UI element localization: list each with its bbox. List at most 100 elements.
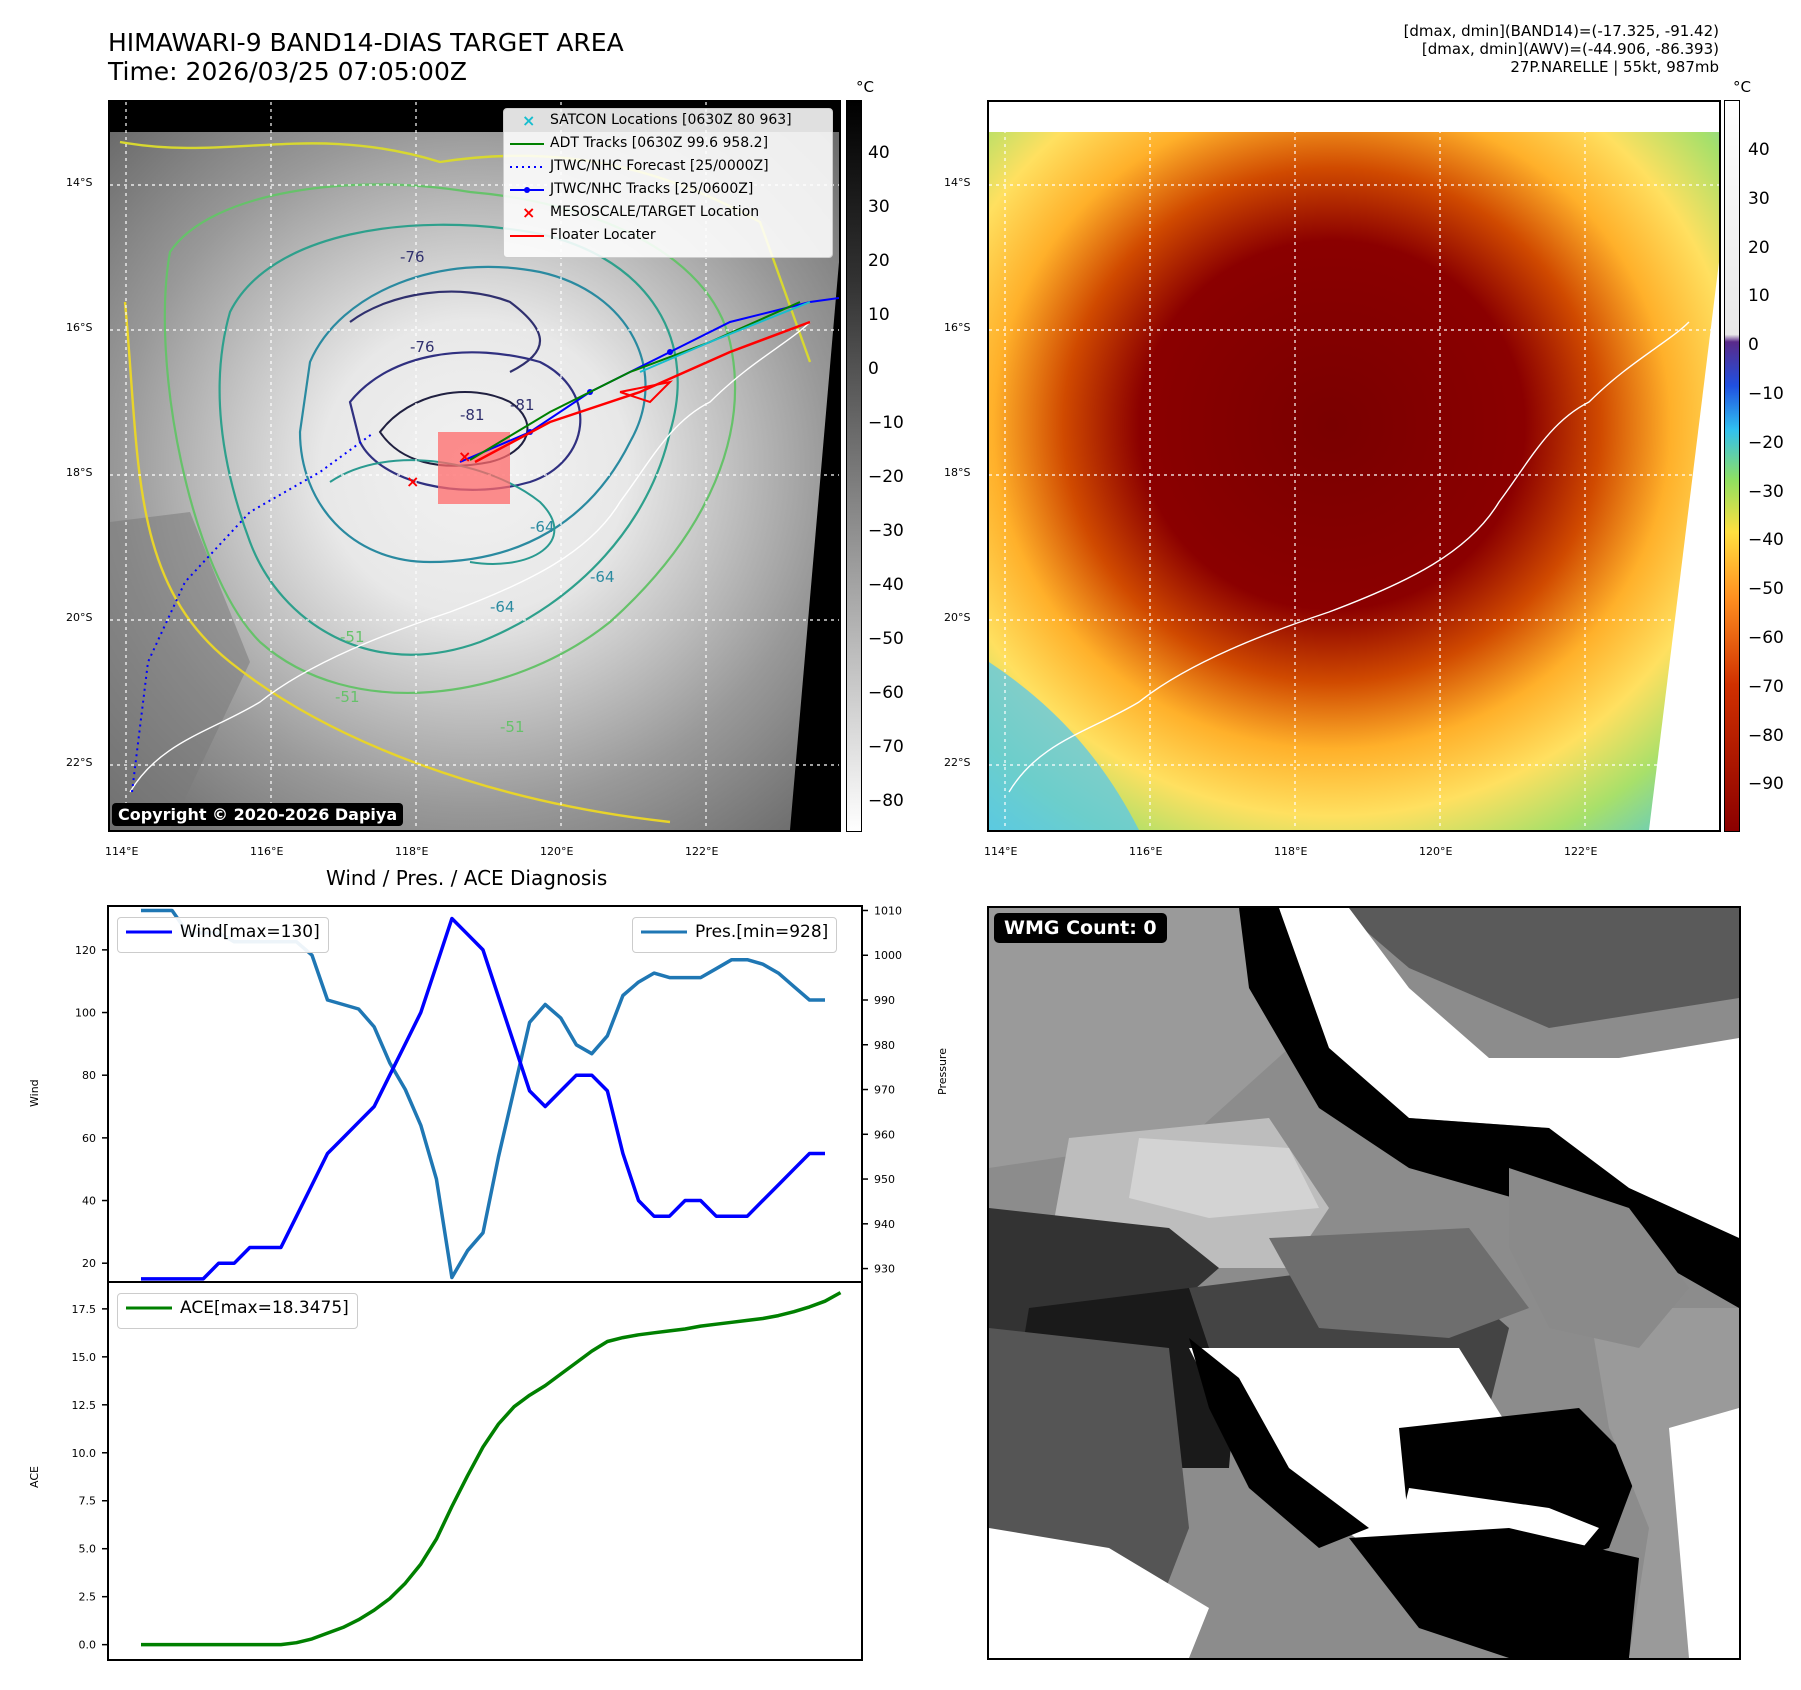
legend-adt: ADT Tracks [0630Z 99.6 958.2] bbox=[510, 135, 769, 151]
ace-series-line bbox=[141, 1291, 842, 1647]
figure-time: Time: 2026/03/25 07:05:00Z bbox=[108, 57, 467, 86]
lat-label: 14°S bbox=[66, 176, 93, 189]
svg-text:×: × bbox=[522, 111, 535, 130]
pressure-ytick-label: 930 bbox=[874, 1263, 895, 1276]
ace-ytick-label: 7.5 bbox=[79, 1495, 97, 1508]
wind-ytick-label: 60 bbox=[82, 1132, 96, 1145]
lon-label: 118°E bbox=[395, 845, 429, 858]
contour-label: -64 bbox=[490, 598, 515, 616]
ace-ytick-label: 17.5 bbox=[72, 1303, 97, 1316]
ace-ytick-label: 12.5 bbox=[72, 1399, 97, 1412]
contour-label: -76 bbox=[410, 338, 435, 356]
contour-label: -64 bbox=[590, 568, 615, 586]
lat-label: 16°S bbox=[66, 321, 93, 334]
enhanced-colorbar-tick: 10 bbox=[1748, 286, 1770, 307]
wmg-image bbox=[989, 908, 1739, 1658]
ace-legend: ACE[max=18.3475] bbox=[117, 1293, 358, 1329]
lon-label: 120°E bbox=[540, 845, 574, 858]
enhanced-colorbar-tick: −60 bbox=[1748, 628, 1784, 648]
contour-label: -51 bbox=[335, 688, 360, 706]
info-band14: [dmax, dmin](BAND14)=(-17.325, -91.42) bbox=[1403, 22, 1719, 40]
pressure-ytick-label: 950 bbox=[874, 1173, 895, 1186]
ace-axis-label: ACE bbox=[28, 1466, 41, 1488]
lon-label: 114°E bbox=[105, 845, 139, 858]
colorbar-unit: °C bbox=[1733, 78, 1751, 96]
ace-ytick-label: 10.0 bbox=[72, 1447, 97, 1460]
lon-label: 114°E bbox=[984, 845, 1018, 858]
lat-label: 18°S bbox=[944, 466, 971, 479]
wind-ytick-label: 120 bbox=[75, 944, 96, 957]
ace-ytick-label: 0.0 bbox=[79, 1639, 97, 1652]
svg-text:×: × bbox=[406, 472, 419, 491]
enhanced-map-image bbox=[989, 102, 1719, 830]
ir-colorbar-tick: −70 bbox=[868, 737, 904, 757]
ace-plot-frame bbox=[107, 1281, 863, 1661]
colorbar-unit: °C bbox=[856, 78, 874, 96]
lat-label: 20°S bbox=[66, 611, 93, 624]
wind-ytick-label: 100 bbox=[75, 1007, 96, 1020]
legend-mesoscale: × MESOSCALE/TARGET Location bbox=[522, 203, 760, 222]
enhanced-colorbar-tick: 20 bbox=[1748, 237, 1770, 258]
ir-map-panel: × × -76 -76 -81 -81 -64 -64 -64 -51 -51 … bbox=[108, 100, 841, 832]
lat-label: 16°S bbox=[944, 321, 971, 334]
legend-tracks: JTWC/NHC Tracks [25/0600Z] bbox=[504, 178, 832, 201]
ir-colorbar-tick: 40 bbox=[868, 143, 890, 163]
enhanced-colorbar-tick: −70 bbox=[1748, 676, 1784, 697]
contour-label: -81 bbox=[460, 406, 485, 424]
pressure-ytick-label: 1010 bbox=[874, 904, 902, 917]
info-box: [dmax, dmin](BAND14)=(-17.325, -91.42) [… bbox=[1404, 22, 1719, 76]
contour-label: -76 bbox=[400, 248, 425, 266]
info-storm: 27P.NARELLE | 55kt, 987mb bbox=[1510, 58, 1719, 76]
svg-text:×: × bbox=[522, 203, 535, 222]
contour-label: -51 bbox=[500, 718, 525, 736]
ace-ytick-label: 5.0 bbox=[79, 1543, 97, 1556]
pressure-ytick-label: 970 bbox=[874, 1084, 895, 1097]
figure-title: HIMAWARI-9 BAND14-DIAS TARGET AREA bbox=[108, 28, 624, 57]
wind-series-line bbox=[141, 916, 825, 1281]
pressure-legend: Pres.[min=928] bbox=[632, 917, 838, 953]
enhanced-colorbar bbox=[1724, 100, 1740, 832]
wmg-count-label: WMG Count: 0 bbox=[994, 913, 1167, 943]
ir-colorbar bbox=[846, 100, 862, 832]
enhanced-colorbar-tick: 40 bbox=[1748, 140, 1770, 160]
ir-colorbar-tick: 20 bbox=[868, 251, 890, 271]
pressure-ytick-label: 1000 bbox=[874, 949, 902, 962]
wmg-panel: WMG Count: 0 bbox=[987, 906, 1741, 1660]
lon-label: 120°E bbox=[1419, 845, 1453, 858]
enhanced-colorbar-tick: −20 bbox=[1748, 432, 1784, 453]
ir-colorbar-tick: −10 bbox=[868, 413, 904, 433]
svg-text:×: × bbox=[458, 447, 471, 466]
lon-label: 122°E bbox=[1564, 845, 1598, 858]
info-awv: [dmax, dmin](AWV)=(-44.906, -86.393) bbox=[1421, 40, 1719, 58]
lat-label: 14°S bbox=[944, 176, 971, 189]
ir-colorbar-tick: −50 bbox=[868, 629, 904, 649]
lat-label: 22°S bbox=[66, 756, 93, 769]
enhanced-colorbar-tick: −80 bbox=[1748, 725, 1784, 746]
ir-legend: × SATCON Locations [0630Z 80 963] ADT Tr… bbox=[503, 108, 833, 258]
enhanced-colorbar-tick: −10 bbox=[1748, 384, 1784, 404]
lat-label: 22°S bbox=[944, 756, 971, 769]
ace-ytick-label: 2.5 bbox=[79, 1591, 97, 1604]
wind-ytick-label: 40 bbox=[82, 1195, 96, 1208]
lat-label: 20°S bbox=[944, 611, 971, 624]
contour-label: -51 bbox=[340, 628, 365, 646]
legend-forecast: JTWC/NHC Forecast [25/0000Z] bbox=[510, 158, 769, 174]
lat-label: 18°S bbox=[66, 466, 93, 479]
lon-label: 118°E bbox=[1274, 845, 1308, 858]
ir-colorbar-tick: −80 bbox=[868, 791, 904, 811]
enhanced-colorbar-tick: −30 bbox=[1748, 481, 1784, 502]
enhanced-colorbar-tick: −90 bbox=[1748, 774, 1784, 795]
enhanced-colorbar-tick: 30 bbox=[1748, 188, 1770, 209]
ir-colorbar-tick: −20 bbox=[868, 467, 904, 487]
pressure-ytick-label: 940 bbox=[874, 1218, 895, 1231]
ace-ytick-label: 15.0 bbox=[72, 1351, 97, 1364]
enhanced-colorbar-tick: −40 bbox=[1748, 530, 1784, 551]
pressure-ytick-label: 960 bbox=[874, 1128, 895, 1141]
pressure-ytick-label: 980 bbox=[874, 1039, 895, 1052]
copyright-label: Copyright © 2020-2026 Dapiya bbox=[112, 803, 404, 826]
pressure-ytick-label: 990 bbox=[874, 994, 895, 1007]
ir-colorbar-tick: −30 bbox=[868, 521, 904, 541]
ir-map-image: × × -76 -76 -81 -81 -64 -64 -64 -51 -51 … bbox=[110, 102, 839, 830]
ir-colorbar-tick: −40 bbox=[868, 575, 904, 595]
contour-label: -64 bbox=[530, 518, 555, 536]
